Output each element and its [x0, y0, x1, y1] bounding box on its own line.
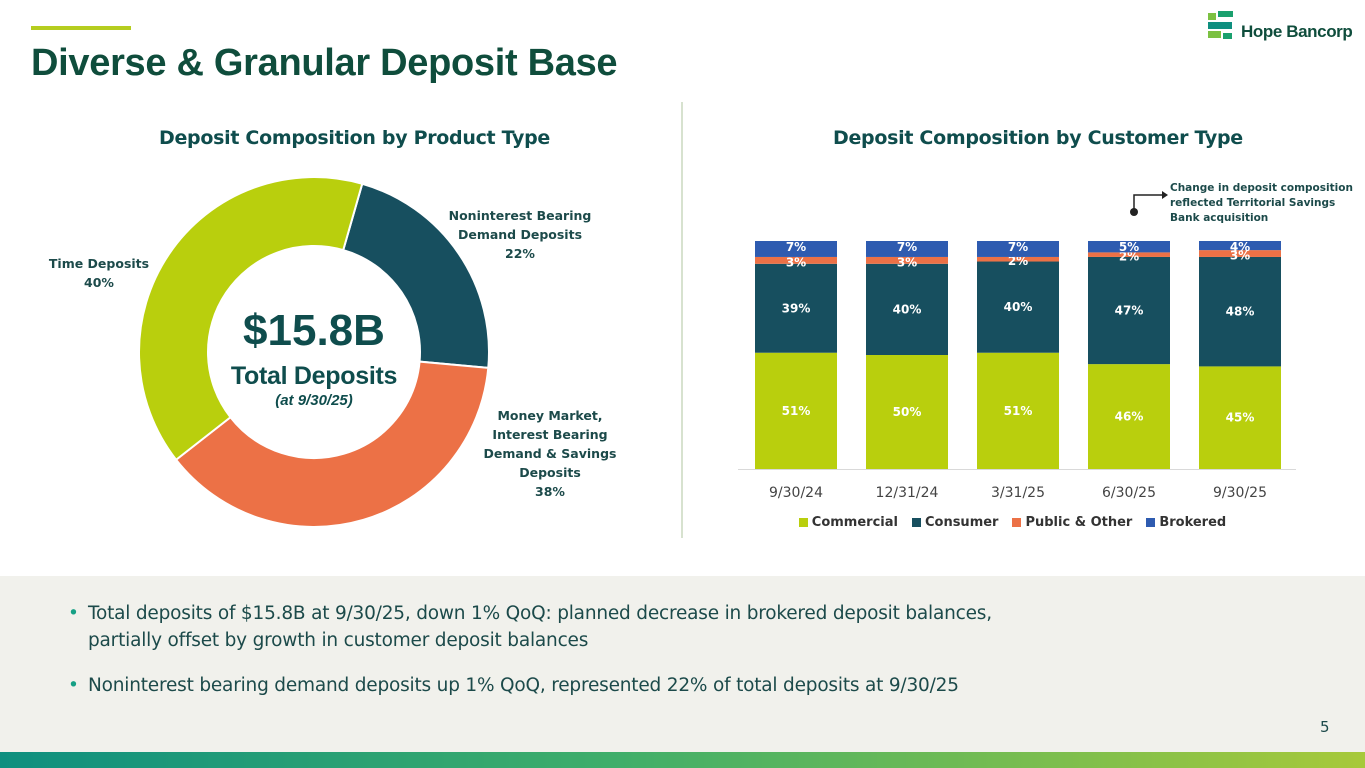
label-public-other-1: 3% — [786, 255, 806, 269]
logo-text: Hope Bancorp — [1241, 22, 1353, 41]
label-consumer-3: 40% — [1004, 300, 1033, 314]
total-deposits-label: Total Deposits — [230, 362, 398, 390]
bar-consumer-3 — [977, 261, 1059, 353]
acquisition-callout: Change in deposit composition reflected … — [1170, 182, 1353, 224]
page-number: 5 — [1320, 718, 1330, 736]
legend-item-brokered: Brokered — [1146, 515, 1226, 530]
label-commercial-4: 46% — [1115, 410, 1144, 424]
label-mm-line1: Money Market, — [497, 408, 603, 423]
x-tick-label-5: 9/30/25 — [1213, 485, 1267, 501]
label-public-other-2: 3% — [897, 255, 917, 269]
bar-brokered-2 — [866, 241, 948, 257]
bar-public-other-4 — [1088, 252, 1170, 257]
legend-item-consumer: Consumer — [911, 515, 999, 530]
bullet-text: Noninterest bearing demand deposits up 1… — [88, 675, 959, 696]
label-commercial-5: 45% — [1226, 411, 1255, 425]
label-consumer-4: 47% — [1115, 304, 1144, 318]
label-consumer-2: 40% — [893, 302, 922, 316]
legend-item-public-other: Public & Other — [1012, 515, 1132, 530]
bullet-item: • Total deposits of $15.8B at 9/30/25, do… — [66, 600, 1038, 654]
bar-brokered-1 — [755, 241, 837, 257]
x-tick-label-4: 6/30/25 — [1102, 485, 1156, 501]
legend-label-public-other: Public & Other — [1025, 515, 1133, 530]
chart-legend: Commercial Consumer Public & Other Brokered — [735, 515, 1290, 530]
label-consumer-5: 48% — [1226, 305, 1255, 319]
bar-public-other-5 — [1199, 250, 1281, 257]
legend-swatch-public-other — [1012, 518, 1022, 527]
bar-commercial-2 — [866, 355, 948, 469]
label-noninterest-line2: Demand Deposits — [457, 227, 583, 242]
summary-bullets: • Total deposits of $15.8B at 9/30/25, do… — [66, 600, 1038, 717]
label-public-other-5: 3% — [1230, 249, 1250, 263]
label-brokered-3: 7% — [1008, 240, 1028, 254]
label-noninterest-line1: Noninterest Bearing — [448, 208, 592, 223]
legend-label-consumer: Consumer — [924, 515, 999, 530]
legend-swatch-commercial — [798, 518, 808, 527]
legend-item-commercial: Commercial — [798, 515, 898, 530]
label-mm-line3: Demand & Savings — [483, 446, 617, 461]
x-tick-label-2: 12/31/24 — [876, 485, 939, 501]
label-time-line1: Time Deposits — [48, 256, 150, 271]
product-type-title: Deposit Composition by Product Type — [159, 127, 551, 149]
logo-mark-icon — [1208, 11, 1233, 39]
total-deposits-amount: $15.8B — [243, 306, 385, 355]
x-tick-label-1: 9/30/24 — [769, 485, 823, 501]
label-noninterest: Noninterest Bearing Demand Deposits 22% — [440, 206, 600, 263]
label-mm-line2: Interest Bearing — [492, 427, 608, 442]
bar-brokered-3 — [977, 241, 1059, 257]
bar-consumer-1 — [755, 263, 837, 353]
bar-public-other-3 — [977, 256, 1059, 262]
panel-divider — [681, 102, 683, 538]
label-commercial-1: 51% — [782, 404, 811, 418]
bullet-item: • Noninterest bearing demand deposits up … — [66, 672, 1038, 699]
bar-public-other-2 — [866, 256, 948, 264]
label-brokered-1: 7% — [786, 240, 806, 254]
title-accent-line — [31, 26, 131, 30]
label-public-other-3: 2% — [1008, 254, 1028, 268]
bar-public-other-1 — [755, 256, 837, 264]
bar-brokered-5 — [1199, 241, 1281, 251]
label-money-market: Money Market, Interest Bearing Demand & … — [470, 406, 630, 501]
bar-consumer-2 — [866, 263, 948, 355]
legend-swatch-consumer — [911, 518, 921, 527]
label-consumer-1: 39% — [782, 301, 811, 315]
bullet-text: Total deposits of $15.8B at 9/30/25, dow… — [88, 603, 992, 651]
bullet-dot-icon: • — [68, 675, 79, 696]
bar-commercial-1 — [755, 352, 837, 469]
label-commercial-3: 51% — [1004, 404, 1033, 418]
customer-type-title: Deposit Composition by Customer Type — [833, 127, 1243, 149]
label-time-pct: 40% — [84, 275, 114, 290]
donut-slice-time-deposits — [138, 176, 364, 462]
label-public-other-4: 2% — [1119, 250, 1139, 264]
bar-consumer-4 — [1088, 256, 1170, 365]
label-noninterest-pct: 22% — [505, 246, 535, 261]
donut-slice-money-market — [174, 360, 490, 528]
label-mm-pct: 38% — [535, 484, 565, 499]
bullet-dot-icon: • — [68, 603, 79, 624]
label-commercial-2: 50% — [893, 405, 922, 419]
legend-swatch-brokered — [1146, 518, 1156, 527]
total-deposits-date: (at 9/30/25) — [275, 392, 353, 409]
x-tick-label-3: 3/31/25 — [991, 485, 1045, 501]
legend-label-commercial: Commercial — [811, 515, 898, 530]
bar-commercial-4 — [1088, 364, 1170, 469]
footer-gradient-bar — [0, 752, 1365, 768]
label-brokered-5: 4% — [1230, 240, 1250, 254]
label-mm-line4: Deposits — [519, 465, 581, 480]
legend-label-brokered: Brokered — [1159, 515, 1227, 530]
label-brokered-4: 5% — [1119, 240, 1139, 254]
hope-bancorp-logo: Hope Bancorp — [1207, 10, 1357, 42]
bar-commercial-3 — [977, 352, 1059, 469]
page-title: Diverse & Granular Deposit Base — [31, 42, 618, 84]
bar-brokered-4 — [1088, 241, 1170, 253]
label-time-deposits: Time Deposits 40% — [34, 254, 164, 292]
label-brokered-2: 7% — [897, 240, 917, 254]
summary-panel — [0, 576, 1365, 752]
bar-consumer-5 — [1199, 256, 1281, 367]
bar-commercial-5 — [1199, 366, 1281, 469]
